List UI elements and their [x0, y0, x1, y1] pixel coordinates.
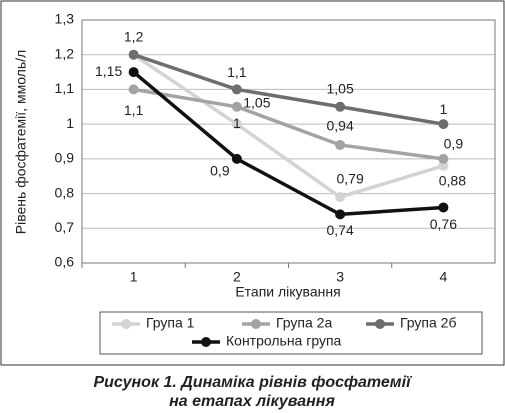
chart-frame — [0, 0, 505, 366]
y-tick-label: 1,3 — [55, 11, 75, 27]
y-tick-label: 0,8 — [55, 184, 75, 200]
point — [231, 101, 242, 112]
point — [438, 160, 449, 171]
point — [128, 84, 139, 95]
legend-label: Група 2а — [276, 315, 332, 331]
data-label: 1,05 — [327, 80, 354, 96]
data-label: 1,05 — [243, 94, 270, 110]
x-tick-label: 4 — [439, 269, 447, 285]
legend-marker — [251, 319, 261, 329]
data-label: 1 — [439, 101, 447, 117]
point — [438, 119, 449, 130]
legend-label: Контрольна група — [226, 333, 342, 349]
point — [231, 119, 242, 130]
point — [335, 101, 346, 112]
data-label: 1 — [233, 115, 241, 131]
data-label: 0,9 — [444, 136, 464, 152]
legend-label: Група 2б — [400, 315, 457, 331]
data-label: 0,76 — [430, 216, 457, 232]
y-tick-label: 0,9 — [55, 150, 75, 166]
legend-marker — [375, 319, 385, 329]
data-label: 1,2 — [124, 28, 144, 44]
data-label: 0,9 — [210, 163, 230, 179]
point — [335, 139, 346, 150]
x-tick-label: 2 — [233, 269, 241, 285]
x-tick-label: 3 — [336, 269, 344, 285]
series-line — [133, 87, 444, 161]
y-tick-label: 1 — [66, 115, 74, 131]
data-label: 1,1 — [227, 64, 247, 80]
caption-line: Рисунок 1. Динаміка рівнів фосфатемії — [93, 374, 413, 391]
point — [438, 153, 449, 164]
data-label: 0,88 — [439, 173, 466, 189]
point — [231, 84, 242, 95]
data-label: 0,94 — [327, 118, 354, 134]
x-axis-label: Етапи лікування — [235, 284, 340, 300]
data-label: 0,79 — [337, 171, 364, 187]
point — [438, 202, 449, 213]
series-line — [132, 70, 444, 217]
point — [128, 67, 139, 78]
point — [335, 209, 346, 220]
legend-marker — [121, 319, 131, 329]
point — [231, 153, 242, 164]
legend-label: Група 1 — [146, 315, 195, 331]
y-axis-label: Рівень фосфатемії, ммоль/л — [13, 50, 29, 234]
y-tick-label: 1,2 — [55, 45, 75, 61]
data-label: 1,1 — [124, 102, 144, 118]
data-label: 1,15 — [95, 63, 122, 79]
legend-marker — [201, 337, 211, 347]
series-line — [133, 53, 444, 126]
point — [128, 49, 139, 60]
caption-line: на етапах лікування — [169, 393, 335, 410]
x-tick-label: 1 — [130, 269, 138, 285]
series-line — [132, 53, 444, 199]
legend-box — [99, 311, 483, 355]
y-tick-label: 0,6 — [55, 254, 75, 270]
y-tick-label: 0,7 — [55, 219, 75, 235]
data-label: 0,74 — [327, 222, 354, 238]
y-tick-label: 1,1 — [55, 80, 75, 96]
point — [335, 192, 346, 203]
